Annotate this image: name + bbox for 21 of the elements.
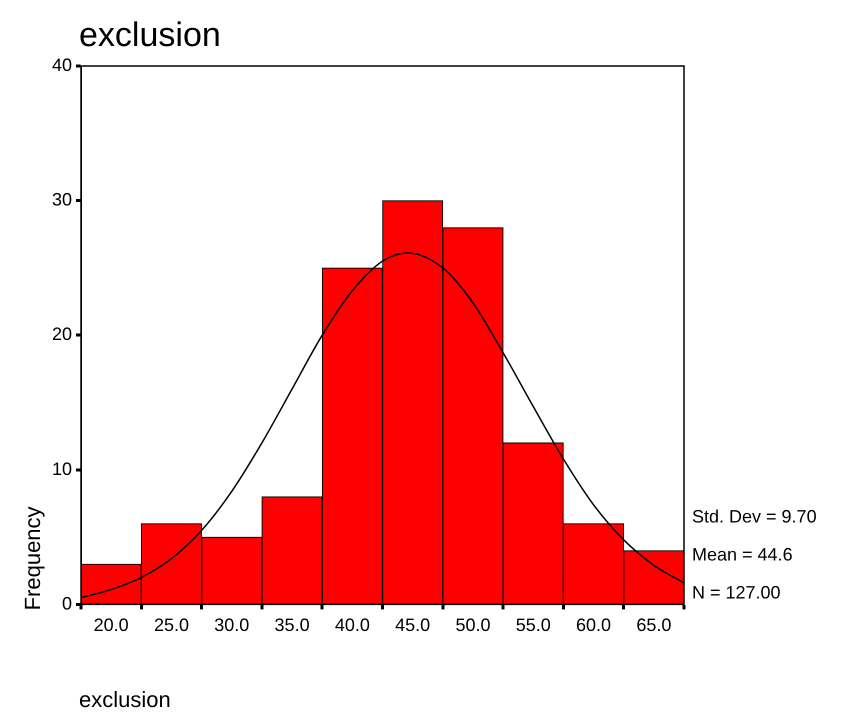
x-tick-label: 30.0 [214, 615, 250, 636]
x-tick-label: 65.0 [636, 615, 672, 636]
text: N = 127.00 [692, 582, 781, 602]
y-tick-label: 10 [52, 458, 72, 479]
x-axis-title: exclusion [79, 687, 171, 712]
y-tick-label: 30 [52, 190, 72, 210]
x-tick-label: 35.0 [274, 615, 310, 636]
x-tick-label: 50.0 [455, 615, 490, 636]
y-tick-label: 0 [62, 593, 72, 614]
y-axis-title: Frequency [20, 506, 45, 610]
chart-title: exclusion [79, 16, 221, 54]
x-tick-label: 60.0 [576, 615, 612, 636]
x-tick-label: 25.0 [154, 615, 189, 636]
text: Mean = 44.6 [692, 544, 793, 564]
y-tick-label: 40 [52, 54, 72, 75]
text: Std. Dev = 9.70 [692, 506, 817, 526]
x-tick-label: 40.0 [334, 615, 370, 636]
x-tick-label: 20.0 [94, 615, 129, 636]
x-tick-label: 45.0 [395, 615, 430, 636]
y-tick-label: 20 [52, 324, 72, 344]
x-tick-label: 55.0 [516, 615, 551, 636]
